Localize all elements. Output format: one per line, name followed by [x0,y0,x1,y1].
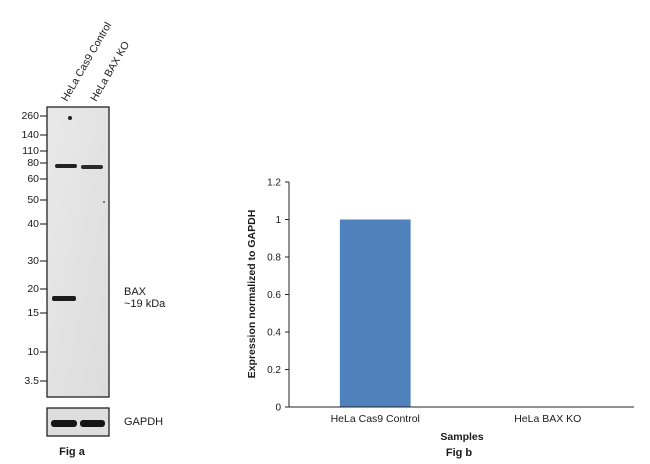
band-bax-control [52,296,76,301]
mw-markers: 260 140 110 80 60 50 40 30 20 15 10 3.5 [21,110,47,387]
bar [339,219,411,407]
x-category-label: HeLa Cas9 Control [331,413,420,425]
bars [339,219,411,407]
y-tick-label: 0.6 [267,290,281,301]
band-gapdh-ko [80,420,105,427]
y-tick-label: 0.8 [267,253,281,264]
y-tick-label: 1 [275,215,281,226]
mw-label: 110 [22,145,39,157]
y-axis: 0 0.2 0.4 0.6 0.8 1 1.2 [267,178,290,414]
bax-band-size: ~19 kDa [124,298,166,310]
y-tick-label: 1.2 [267,178,281,189]
fig-b-caption: Fig b [446,447,473,459]
band-80-control [55,164,77,168]
mw-label: 140 [21,129,39,141]
mw-label: 15 [27,307,39,319]
lane-label-control: HeLa Cas9 Control [59,20,114,103]
mw-label: 40 [27,218,39,230]
bar-chart: 00.20.40.60.811.2 HeLa Cas9 Control HeLa … [246,178,634,459]
y-tick-label: 0.2 [267,365,281,376]
blot-membrane [46,106,110,398]
mw-label: 50 [27,194,39,206]
mw-label: 80 [27,157,39,169]
fig-a-caption: Fig a [59,446,86,458]
blot-speck [68,116,72,120]
x-category-label: HeLa BAX KO [514,413,581,425]
mw-label: 20 [27,283,39,295]
band-gapdh-control [51,420,77,427]
mw-label: 260 [21,110,39,122]
band-80-ko [81,165,103,169]
x-axis-title: Samples [440,431,483,443]
mw-label: 10 [27,346,39,358]
blot-speck [103,201,105,203]
y-axis-title: Expression normalized to GAPDH [246,210,258,379]
y-tick-label: 0.4 [267,328,281,339]
x-axis: HeLa Cas9 Control HeLa BAX KO [289,406,634,425]
bax-band-name: BAX [124,286,147,298]
western-blot-panel: HeLa Cas9 Control HeLa BAX KO 260 140 11… [21,20,166,458]
mw-label: 30 [27,255,39,267]
mw-label: 3.5 [24,375,39,387]
gapdh-label: GAPDH [124,416,163,428]
y-tick-label: 0 [275,403,281,414]
mw-label: 60 [27,173,39,185]
